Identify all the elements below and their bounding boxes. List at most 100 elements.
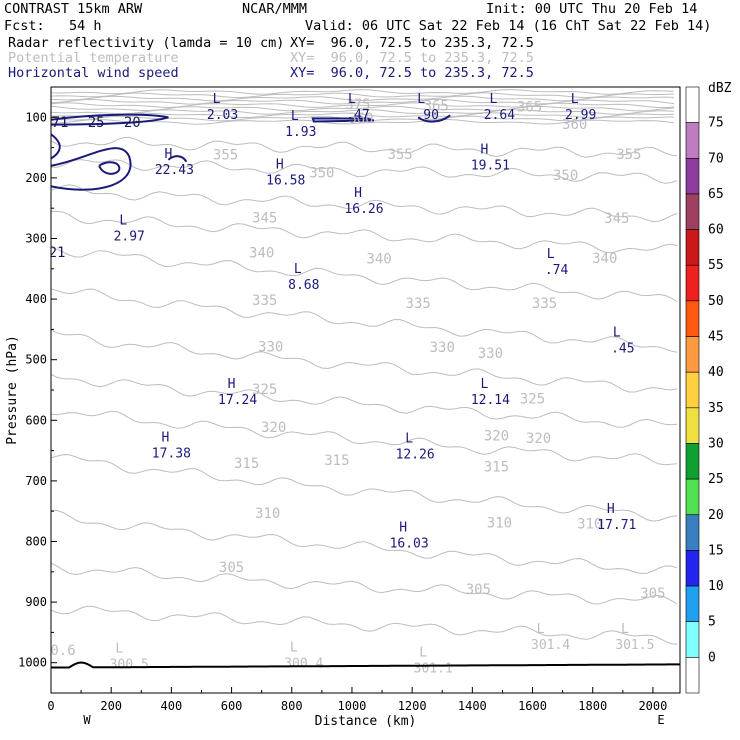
y-axis-label: Pressure (hPa) (5, 335, 20, 445)
y-tick-label: 1000 (18, 656, 47, 670)
theta-label: 315 (234, 456, 259, 472)
wind-extreme-value: 22.43 (155, 163, 194, 178)
colorbar-swatch (685, 550, 700, 587)
wind-label: 20 (124, 115, 141, 131)
wind-extreme-value: .90 (415, 108, 438, 123)
plot-body: 375 365 365 360 360 355 355 355 350 350 345 345 340 3… (49, 89, 680, 677)
theta-contour-line (51, 210, 678, 254)
wind-extreme-value: 2.03 (207, 108, 238, 123)
wind-extreme-marker: L (294, 262, 302, 277)
theta-label: 310 (487, 515, 512, 531)
colorbar-swatch (685, 193, 700, 230)
theta-extreme-marker: L (621, 622, 629, 637)
colorbar-swatch (685, 371, 700, 409)
theta-contour-line (51, 288, 678, 353)
colorbar-label: dBZ (708, 81, 732, 96)
wind-extreme-value: 8.68 (288, 278, 319, 293)
theta-label: 360 (348, 111, 373, 127)
theta-label: 315 (484, 460, 509, 476)
theta-band-line (51, 118, 675, 125)
theta-contour-line (51, 159, 678, 184)
wind-extreme-value: 2.97 (114, 229, 145, 244)
x-tick-label: 400 (161, 699, 183, 713)
colorbar-level-label: 5 (708, 615, 716, 630)
theta-extreme-marker: L (115, 641, 123, 656)
wind-extreme-value: 16.03 (390, 537, 429, 552)
theta-band-line (51, 92, 675, 99)
org-title: NCAR/MMM (242, 1, 308, 17)
theta-band-line (51, 89, 675, 95)
theta-band-line (51, 112, 675, 119)
theta-contour-line (51, 329, 678, 393)
wind-extreme-value: .45 (611, 342, 634, 357)
x-tick-label: 200 (100, 699, 122, 713)
colorbar-level-label: 50 (708, 294, 724, 309)
wind-extreme-value: 16.26 (344, 202, 383, 217)
y-tick-label: 600 (25, 413, 47, 427)
theta-label: 355 (387, 147, 412, 163)
theta-contour-line (51, 136, 678, 158)
wind-extreme-marker: L (417, 92, 425, 107)
theta-label: 345 (604, 211, 629, 227)
theta-contour-line (51, 410, 678, 466)
theta-label: 330 (478, 346, 503, 362)
y-tick-label: 300 (25, 232, 47, 246)
colorbar-swatch (685, 657, 700, 694)
jet-contour-core (98, 161, 121, 175)
wind-extreme-marker: L (348, 92, 356, 107)
wind-extreme-value: 1.93 (285, 125, 316, 140)
x-tick-label: 600 (221, 699, 243, 713)
jet-contour-20 (51, 113, 169, 126)
wind-extreme-marker: H (607, 502, 615, 517)
wind-extreme-value: 17.71 (597, 518, 636, 533)
wind-extreme-marker: L (291, 109, 299, 124)
wind-extreme-marker: L (571, 92, 579, 107)
field-xy-wind: XY= 96.0, 72.5 to 235.3, 72.5 (290, 65, 534, 81)
colorbar-level-label: 55 (708, 258, 724, 273)
colorbar-level-label: 60 (708, 223, 724, 238)
jet-contour-left (51, 133, 61, 160)
theta-label: 325 (252, 382, 277, 398)
theta-band-line (51, 98, 675, 105)
colorbar-swatch (685, 122, 700, 159)
colorbar-swatch (685, 157, 700, 195)
wind-extreme-marker: L (490, 92, 498, 107)
theta-label: 305 (219, 560, 244, 576)
wind-extreme-marker: L (119, 213, 127, 228)
terrain-line (51, 661, 680, 669)
theta-label: 345 (252, 211, 277, 227)
theta-extreme-value: 300.5 (110, 657, 149, 672)
forecast-hour: Fcst: 54 h (4, 18, 102, 34)
wind-extreme-value: 19.51 (471, 159, 510, 174)
wind-extreme-value: 12.14 (471, 393, 510, 408)
colorbar-swatch (685, 407, 700, 444)
theta-label: 340 (366, 252, 391, 268)
theta-extreme-marker: L (537, 622, 545, 637)
axes: 0 200 400 600 800 1000 1200 1400 1600 1800 2000 100… (5, 86, 681, 729)
y-tick-label: 900 (25, 595, 47, 609)
x-axis-label: Distance (km) (315, 714, 417, 729)
x-tick-label: 0 (47, 699, 54, 713)
wind-extreme-value: 16.58 (266, 174, 305, 189)
wind-extreme-marker: H (276, 158, 284, 173)
wind-label: 71 (52, 115, 69, 131)
colorbar-level-label: 65 (708, 187, 724, 202)
x-end-label-right: E (657, 713, 664, 727)
theta-contour-line (51, 454, 678, 522)
wind-extreme-value: 17.24 (218, 393, 257, 408)
theta-label: 350 (553, 168, 578, 184)
theta-label: 355 (616, 147, 641, 163)
theta-label: 310 (255, 506, 280, 522)
theta-label: 305 (640, 586, 665, 602)
wind-extreme-marker: L (213, 92, 221, 107)
theta-contour-line (51, 562, 678, 605)
wind-contour-upper2 (417, 114, 451, 123)
theta-band-line (51, 95, 675, 102)
colorbar-swatch (685, 478, 700, 516)
wind-label: 21 (49, 245, 66, 261)
wind-label: 25 (88, 115, 105, 131)
x-tick-label: 1200 (398, 699, 427, 713)
plot-area: 375 365 365 360 360 355 355 355 350 350 345 345 340 3… (49, 89, 680, 677)
